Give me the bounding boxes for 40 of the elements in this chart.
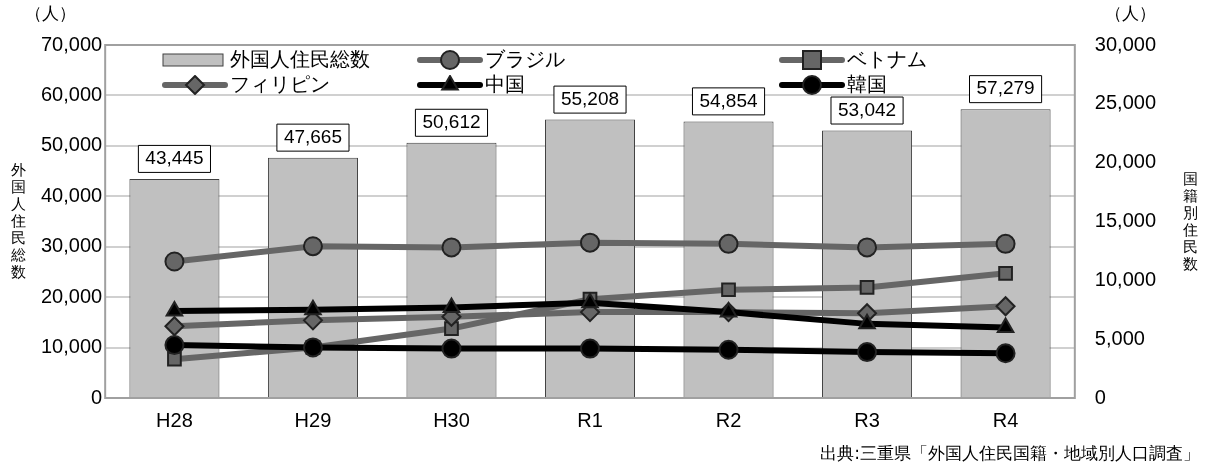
y2-axis-title: 国籍別住民数 [1182,169,1198,273]
y-axis-title: 外国人住民総数 [10,161,26,281]
x-tick-label: H30 [433,408,470,431]
data-label: 57,279 [976,77,1035,99]
y-tick-label: 40,000 [41,183,103,206]
source-note: 出典:三重県「外国人住民国籍・地域別人口調査」 [820,442,1200,465]
y-tick-label: 60,000 [41,82,103,105]
data-label: 50,612 [422,111,481,133]
y-tick-label: 0 [91,385,103,408]
legend-label: 韓国 [847,71,887,98]
data-label: 55,208 [560,87,620,109]
data-label: 53,042 [837,98,897,120]
y2-tick-label: 15,000 [1094,209,1156,232]
x-tick-label: R4 [992,408,1019,431]
legend-label: フィリピン [230,71,330,98]
x-tick-label: R1 [577,408,603,431]
legend-label: ブラジル [485,46,565,73]
text: （人） [25,2,77,25]
y-tick-label: 10,000 [41,335,103,358]
y-tick-label: 50,000 [41,133,103,156]
x-tick-label: H29 [294,408,332,431]
data-label: 47,665 [283,125,343,147]
x-tick-label: R3 [854,408,880,431]
y2-tick-label: 10,000 [1094,267,1156,290]
y2-tick-label: 25,000 [1094,91,1156,114]
x-tick-label: H28 [156,408,193,431]
data-label: 43,445 [145,147,204,169]
legend-label: 外国人住民総数 [230,46,370,73]
text: （人） [1104,2,1156,25]
y-tick-label: 20,000 [41,284,103,307]
y2-tick-label: 0 [1094,385,1106,408]
y-tick-label: 70,000 [41,32,103,55]
legend-label: 中国 [485,71,525,98]
legend-label: ベトナム [847,46,927,73]
y2-tick-label: 20,000 [1094,150,1156,173]
y2-tick-label: 30,000 [1094,32,1156,55]
y2-tick-label: 5,000 [1094,326,1145,349]
x-tick-label: R2 [715,408,742,431]
y-tick-label: 30,000 [41,234,103,257]
data-label: 54,854 [699,89,759,111]
